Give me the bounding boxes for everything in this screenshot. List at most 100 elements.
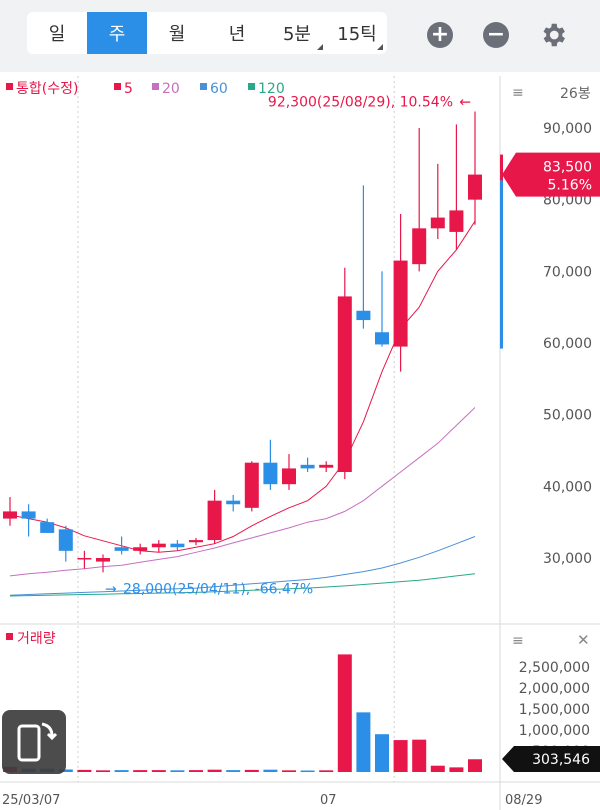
tab-week[interactable]: 주	[87, 12, 147, 54]
current-volume-tag	[502, 746, 600, 772]
tab-year-label: 년	[228, 24, 246, 45]
x-tick-label: 08/29	[505, 793, 542, 808]
tab-minute-dropdown[interactable]: 5분	[267, 12, 327, 54]
candle-body	[337, 296, 352, 472]
legend-label: 120	[258, 81, 285, 97]
dropdown-corner-icon	[377, 44, 383, 50]
candle-body	[375, 332, 389, 345]
minus-circle-icon: −	[486, 22, 506, 47]
legend-swatch	[152, 83, 159, 90]
candle-body	[319, 464, 334, 468]
candle-body	[114, 547, 129, 551]
close-icon: ✕	[577, 631, 590, 649]
price-tick-label: 40,000	[543, 479, 592, 495]
chart-toolbar: 일 주 월 년 5분 15틱 + −	[0, 0, 600, 72]
tab-minute-label: 5분	[282, 24, 311, 45]
volume-bar	[356, 712, 371, 772]
tab-day[interactable]: 일	[27, 12, 87, 54]
stock-chart[interactable]: 92,300(25/08/29), 10.54% ← → 28,000(25/04/1…	[0, 76, 600, 810]
price-tick-label: 90,000	[543, 121, 592, 137]
candle-body	[282, 468, 296, 485]
candle-body	[189, 540, 203, 543]
x-tick-label: 25/03/07	[2, 793, 60, 808]
current-price-value: 83,500	[543, 160, 592, 176]
ma20-line	[9, 407, 476, 577]
volume-bar	[133, 770, 148, 772]
volume-panel	[3, 654, 482, 773]
candle-body	[393, 260, 408, 347]
candle-body	[170, 543, 185, 548]
menu-icon: ≡	[512, 85, 524, 101]
rotate-screen-icon	[17, 722, 58, 762]
volume-bar	[337, 654, 352, 772]
menu-icon: ≡	[512, 633, 524, 649]
current-price-tag	[502, 152, 600, 197]
rotate-screen-button[interactable]	[2, 710, 66, 774]
high-annotation: 92,300(25/08/29), 10.54%	[268, 95, 453, 111]
range-indicator-down	[500, 180, 503, 349]
ma120-line	[9, 573, 476, 597]
candle-body	[58, 529, 73, 551]
legend-label: 5	[124, 81, 133, 97]
tab-week-label: 주	[108, 24, 126, 45]
tab-tick-dropdown[interactable]: 15틱	[327, 12, 387, 54]
axes: 90,000 80,000 70,000 60,000 50,000 40,000 30,0…	[2, 85, 600, 808]
tab-month[interactable]: 월	[147, 12, 207, 54]
volume-bar	[282, 770, 296, 772]
candle-body	[412, 228, 427, 265]
tab-year[interactable]: 년	[207, 12, 267, 54]
low-arrow: →	[105, 581, 117, 597]
tab-tick-label: 15틱	[337, 24, 377, 45]
volume-tick-label: 2,500,000	[519, 660, 590, 676]
volume-tick-label: 2,000,000	[519, 681, 590, 697]
bar-count-label: 26봉	[560, 86, 591, 102]
volume-bar	[468, 759, 482, 772]
range-indicator-up	[500, 154, 503, 181]
tab-month-label: 월	[168, 24, 186, 45]
zoom-out-button[interactable]: −	[483, 22, 509, 48]
price-panel: 92,300(25/08/29), 10.54% ← → 28,000(25/04/1…	[3, 95, 482, 597]
low-annotation: 28,000(25/04/11), -66.47%	[123, 581, 313, 597]
volume-bar	[226, 770, 241, 772]
ma60-line	[9, 536, 476, 596]
candle-body	[77, 558, 92, 560]
candle-body	[430, 217, 445, 229]
candle-body	[449, 210, 464, 232]
x-tick-label: 07	[320, 793, 337, 808]
candle-body	[151, 543, 166, 548]
volume-bar	[189, 770, 203, 772]
candle-body	[263, 462, 278, 485]
zoom-in-button[interactable]: +	[427, 22, 453, 48]
candle-body	[21, 511, 36, 519]
volume-bar	[393, 740, 408, 772]
volume-legend-label: 거래량	[17, 631, 56, 647]
gear-icon[interactable]	[538, 20, 568, 50]
volume-bar	[207, 769, 222, 772]
volume-bar	[96, 770, 110, 772]
legend-swatch	[200, 83, 207, 90]
dropdown-corner-icon	[317, 44, 323, 50]
legend-swatch	[114, 83, 121, 90]
volume-bar	[244, 769, 259, 772]
volume-bar	[319, 770, 334, 772]
candle-body	[468, 174, 482, 200]
legend-label: 통합(수정)	[16, 81, 78, 97]
legend-swatch	[248, 83, 255, 90]
legend-label: 20	[162, 81, 180, 97]
volume-bar	[430, 765, 445, 772]
volume-bar	[375, 734, 389, 772]
candle-body	[40, 522, 55, 533]
candle-body	[226, 500, 241, 505]
price-tick-label: 60,000	[543, 336, 592, 352]
volume-bar	[77, 769, 92, 772]
volume-bar	[300, 770, 315, 773]
period-tabs: 일 주 월 년 5분 15틱	[27, 12, 387, 54]
volume-tick-label: 1,500,000	[519, 702, 590, 718]
plus-circle-icon: +	[430, 22, 450, 47]
price-tick-label: 80,000	[543, 193, 592, 209]
candle-body	[3, 511, 17, 519]
high-arrow: ←	[459, 95, 471, 111]
price-tick-label: 50,000	[543, 408, 592, 424]
candle-body	[96, 558, 110, 562]
legend: 통합(수정) 5 20 60 120 거래량	[6, 81, 285, 647]
